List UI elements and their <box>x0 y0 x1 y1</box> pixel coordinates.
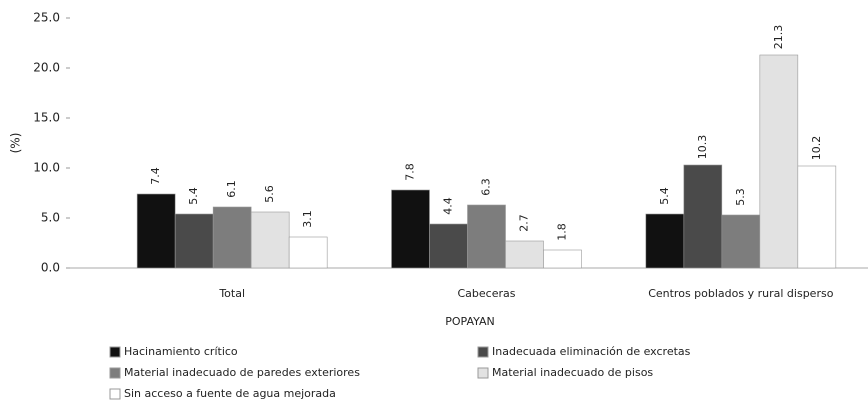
x-tick-label: Centros poblados y rural disperso <box>648 287 833 300</box>
legend-swatch <box>109 367 121 379</box>
bar <box>212 206 252 269</box>
y-tick-label: 15.0 <box>33 111 60 125</box>
value-label: 21.3 <box>772 25 785 50</box>
bar <box>683 164 723 269</box>
value-label: 10.2 <box>810 136 823 161</box>
legend-label: Sin acceso a fuente de agua mejorada <box>124 387 336 400</box>
bar <box>391 189 430 269</box>
x-tick-label: Cabeceras <box>458 287 516 300</box>
value-label: 2.7 <box>518 214 531 232</box>
value-label: 4.4 <box>442 197 455 215</box>
value-label: 7.4 <box>149 167 162 185</box>
value-label: 7.8 <box>404 163 417 181</box>
bar <box>250 211 290 269</box>
y-tick-label: 5.0 <box>41 211 60 225</box>
bar <box>174 213 214 269</box>
y-tick-label: 0.0 <box>41 261 60 275</box>
value-label: 1.8 <box>556 223 569 241</box>
bar <box>467 204 506 269</box>
legend-swatch <box>109 346 121 358</box>
x-axis-label: POPAYAN <box>445 315 495 328</box>
legend-swatch <box>477 367 489 379</box>
legend-label: Material inadecuado de pisos <box>492 366 653 379</box>
value-label: 6.1 <box>225 180 238 198</box>
y-tick-label: 10.0 <box>33 161 60 175</box>
value-label: 5.6 <box>263 185 276 203</box>
value-label: 3.1 <box>301 210 314 228</box>
legend-label: Material inadecuado de paredes exteriore… <box>124 366 360 379</box>
value-label: 10.3 <box>696 135 709 160</box>
legend-swatch <box>477 346 489 358</box>
legend-swatch <box>109 388 121 400</box>
bar <box>797 165 837 269</box>
bar <box>288 236 328 269</box>
legend-label: Inadecuada eliminación de excretas <box>492 345 691 358</box>
value-label: 5.4 <box>187 187 200 205</box>
value-label: 5.4 <box>658 187 671 205</box>
value-label: 5.3 <box>734 188 747 206</box>
bar <box>759 54 799 269</box>
x-tick-label: Total <box>218 287 245 300</box>
bar <box>429 223 468 269</box>
bar <box>543 249 582 269</box>
value-label: 6.3 <box>480 178 493 196</box>
y-tick-label: 25.0 <box>33 11 60 25</box>
y-axis-label: (%) <box>9 133 23 154</box>
bar <box>505 240 544 269</box>
legend-label: Hacinamiento crítico <box>124 345 238 358</box>
bar <box>721 214 761 269</box>
y-tick-label: 20.0 <box>33 61 60 75</box>
bar <box>136 193 176 269</box>
bar <box>645 213 685 269</box>
